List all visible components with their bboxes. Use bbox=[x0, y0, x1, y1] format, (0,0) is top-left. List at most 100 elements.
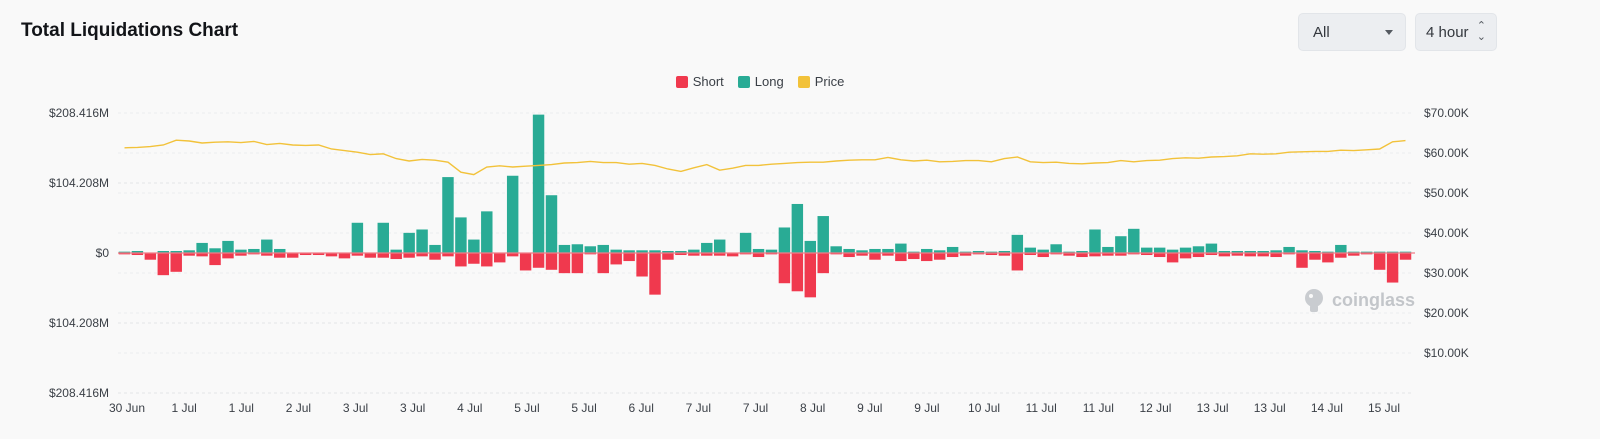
long-bar bbox=[1218, 250, 1231, 253]
coinglass-watermark: coinglass bbox=[1302, 287, 1415, 313]
x-axis-tick-label: 13 Jul bbox=[1197, 401, 1229, 415]
long-bar bbox=[248, 248, 260, 253]
long-bar bbox=[261, 239, 273, 253]
long-bar bbox=[1283, 246, 1295, 253]
x-axis-tick-label: 3 Jul bbox=[400, 401, 425, 415]
long-bar bbox=[1386, 251, 1399, 253]
short-bar bbox=[998, 253, 1011, 256]
legend-label-short: Short bbox=[692, 74, 724, 89]
y-axis-left-tick-label: $104.208M bbox=[49, 176, 109, 190]
long-bar bbox=[131, 250, 144, 253]
short-bar bbox=[830, 253, 842, 255]
long-bar bbox=[403, 232, 415, 253]
watermark-text: coinglass bbox=[1332, 289, 1416, 310]
long-bar bbox=[752, 248, 765, 253]
legend-swatch-price bbox=[797, 75, 810, 88]
long-bar bbox=[506, 175, 519, 253]
long-bar bbox=[1257, 250, 1269, 253]
long-bar bbox=[1102, 246, 1114, 253]
long-bar bbox=[170, 250, 182, 253]
y-axis-right-tick-label: $10.00K bbox=[1424, 346, 1469, 360]
x-axis-tick-label: 1 Jul bbox=[229, 401, 254, 415]
price-line bbox=[124, 139, 1406, 176]
short-bar bbox=[959, 253, 972, 256]
short-bar bbox=[1257, 253, 1269, 257]
short-bar bbox=[1244, 253, 1256, 257]
long-bar bbox=[1037, 249, 1049, 253]
long-bar bbox=[921, 248, 933, 253]
long-bar bbox=[908, 251, 920, 253]
long-bar bbox=[713, 239, 726, 253]
short-bar bbox=[752, 253, 765, 258]
x-axis-tick-label: 11 Jul bbox=[1083, 401, 1114, 415]
short-bar bbox=[804, 253, 817, 298]
short-bar bbox=[584, 253, 597, 255]
long-bar bbox=[817, 216, 829, 253]
long-bar bbox=[1115, 236, 1127, 253]
long-bar bbox=[804, 240, 817, 253]
short-bar bbox=[1089, 253, 1101, 257]
long-bar bbox=[869, 248, 881, 253]
y-axis-left-tick-label: $0 bbox=[96, 246, 110, 260]
long-bar bbox=[545, 195, 558, 253]
long-bar bbox=[1296, 250, 1308, 253]
long-bar bbox=[1309, 250, 1321, 253]
long-bar bbox=[1153, 247, 1166, 253]
short-bar bbox=[1296, 253, 1308, 268]
long-bar bbox=[739, 232, 752, 253]
y-axis-left-tick-label: $208.416M bbox=[49, 386, 109, 400]
long-bar bbox=[1024, 247, 1036, 253]
short-bar bbox=[921, 253, 933, 262]
long-bar bbox=[597, 244, 609, 253]
long-bar bbox=[274, 248, 286, 253]
y-axis-right-tick-label: $40.00K bbox=[1424, 226, 1469, 240]
short-bar bbox=[338, 253, 351, 259]
long-bar bbox=[610, 249, 622, 253]
short-bar bbox=[1076, 253, 1088, 258]
short-bar bbox=[1309, 253, 1321, 260]
long-bar bbox=[468, 239, 480, 253]
long-bar bbox=[1270, 250, 1282, 253]
short-bar bbox=[209, 253, 221, 266]
short-bar bbox=[312, 253, 325, 256]
long-bar bbox=[856, 250, 868, 253]
range-select[interactable]: All bbox=[1298, 13, 1406, 51]
short-bar bbox=[739, 253, 752, 255]
legend-item-short[interactable]: Short bbox=[675, 74, 724, 89]
legend-item-price[interactable]: Price bbox=[797, 74, 844, 89]
page-title: Total Liquidations Chart bbox=[21, 20, 239, 41]
long-bar bbox=[183, 250, 195, 253]
short-bar bbox=[558, 253, 571, 274]
long-bar bbox=[662, 250, 674, 253]
short-bar bbox=[519, 253, 532, 271]
long-bar bbox=[882, 248, 894, 253]
x-axis-tick-label: 9 Jul bbox=[857, 401, 882, 415]
short-bar bbox=[157, 253, 170, 276]
short-bar bbox=[170, 253, 182, 272]
long-bar bbox=[946, 246, 959, 253]
coinglass-logo-icon bbox=[1305, 289, 1323, 312]
interval-select[interactable]: 4 hour ⌃ ⌄ bbox=[1415, 13, 1497, 51]
long-bar bbox=[222, 240, 234, 253]
long-bar bbox=[584, 246, 597, 253]
short-bar bbox=[856, 253, 868, 256]
legend-item-long[interactable]: Long bbox=[737, 74, 784, 89]
long-bar bbox=[1063, 251, 1075, 253]
short-bar bbox=[364, 253, 377, 258]
short-bar bbox=[1141, 253, 1153, 256]
long-bar bbox=[830, 246, 842, 253]
short-bar bbox=[1024, 253, 1036, 256]
short-bar bbox=[882, 253, 894, 256]
long-bar bbox=[481, 211, 493, 253]
short-bar bbox=[183, 253, 195, 256]
long-bar bbox=[765, 249, 778, 253]
chart-legend: Short Long Price bbox=[0, 74, 1520, 89]
x-axis-tick-label: 7 Jul bbox=[686, 401, 711, 415]
long-bar bbox=[235, 249, 247, 253]
long-bar bbox=[390, 249, 402, 253]
x-axis-tick-label: 2 Jul bbox=[286, 401, 311, 415]
long-bar bbox=[1192, 246, 1205, 253]
long-bar bbox=[972, 250, 985, 253]
long-bar bbox=[1011, 234, 1024, 253]
